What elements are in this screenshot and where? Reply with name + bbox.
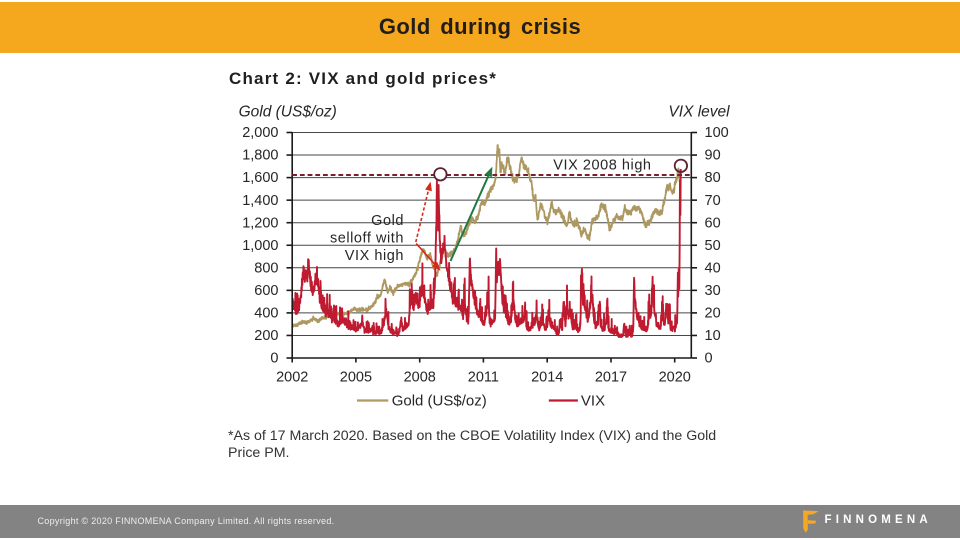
svg-text:Gold: Gold <box>371 213 404 229</box>
svg-text:2002: 2002 <box>276 370 308 386</box>
svg-text:VIX 2008 high: VIX 2008 high <box>553 158 651 174</box>
svg-text:0: 0 <box>705 351 713 367</box>
svg-text:2020: 2020 <box>659 370 691 386</box>
svg-text:80: 80 <box>705 170 721 186</box>
svg-text:600: 600 <box>254 283 278 299</box>
svg-text:2017: 2017 <box>595 370 627 386</box>
svg-text:40: 40 <box>705 260 721 276</box>
svg-text:1,400: 1,400 <box>242 193 278 209</box>
svg-text:2014: 2014 <box>531 370 563 386</box>
svg-text:0: 0 <box>270 351 278 367</box>
svg-text:200: 200 <box>254 328 278 344</box>
svg-text:30: 30 <box>705 283 721 299</box>
svg-text:2,000: 2,000 <box>242 125 278 141</box>
svg-text:1,000: 1,000 <box>242 238 278 254</box>
svg-text:70: 70 <box>705 193 721 209</box>
svg-text:2005: 2005 <box>340 370 372 386</box>
svg-text:1,200: 1,200 <box>242 215 278 231</box>
svg-text:2011: 2011 <box>468 370 499 386</box>
svg-text:1,800: 1,800 <box>242 148 278 164</box>
svg-text:2008: 2008 <box>404 370 436 386</box>
svg-text:VIX high: VIX high <box>345 248 404 264</box>
svg-text:1,600: 1,600 <box>242 170 278 186</box>
svg-text:VIX level: VIX level <box>668 103 730 120</box>
svg-text:100: 100 <box>705 125 729 141</box>
svg-text:800: 800 <box>254 260 278 276</box>
svg-text:Gold (US$/oz): Gold (US$/oz) <box>392 393 487 410</box>
svg-text:10: 10 <box>705 328 721 344</box>
svg-text:60: 60 <box>705 215 721 231</box>
svg-text:Gold (US$/oz): Gold (US$/oz) <box>239 103 337 120</box>
svg-text:90: 90 <box>705 148 721 164</box>
svg-text:50: 50 <box>705 238 721 254</box>
svg-text:selloff with: selloff with <box>330 231 404 247</box>
svg-text:20: 20 <box>705 306 721 322</box>
svg-text:VIX: VIX <box>581 393 605 410</box>
svg-text:400: 400 <box>254 306 278 322</box>
